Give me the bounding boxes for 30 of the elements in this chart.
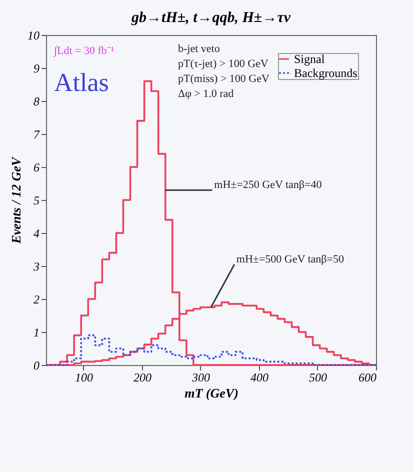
y-tick-label: 1 — [34, 326, 40, 340]
annotation: b-jet veto — [178, 43, 220, 55]
y-tick-label: 0 — [34, 358, 40, 372]
y-tick-label: 7 — [34, 128, 40, 142]
x-tick-label: 100 — [74, 370, 93, 384]
annotation: pT(τ-jet) > 100 GeV — [178, 58, 268, 70]
x-tick-label: 500 — [308, 370, 327, 384]
annotation: Δφ > 1.0 rad — [178, 88, 234, 100]
x-tick-label: 400 — [250, 370, 268, 384]
y-tick-label: 6 — [34, 160, 40, 174]
chart-title: gb→tH±, t→qqb, H±→τν — [130, 10, 291, 26]
y-tick-label: 2 — [34, 292, 40, 306]
annotation: mH±=250 GeV tanβ=40 — [214, 179, 322, 192]
y-tick-label: 10 — [28, 28, 40, 42]
y-tick-label: 9 — [34, 62, 40, 76]
x-tick-label: 300 — [190, 370, 210, 384]
y-axis-title: Events / 12 GeV — [8, 156, 24, 245]
annotation: ∫Ldt = 30 fb⁻¹ — [53, 45, 114, 57]
x-axis-title: mT (GeV) — [184, 386, 238, 400]
annotation: pT(miss) > 100 GeV — [178, 73, 270, 85]
x-tick-label: 600 — [358, 370, 376, 384]
legend-label: Signal — [294, 52, 326, 66]
annotation: Atlas — [54, 68, 109, 97]
y-tick-label: 5 — [34, 194, 40, 208]
y-tick-label: 8 — [34, 94, 40, 108]
y-tick-label: 3 — [32, 260, 40, 274]
x-tick-label: 200 — [133, 370, 152, 384]
y-tick-label: 4 — [34, 226, 40, 240]
legend-label: Backgrounds — [294, 66, 358, 80]
annotation: mH±=500 GeV tanβ=50 — [236, 253, 344, 266]
